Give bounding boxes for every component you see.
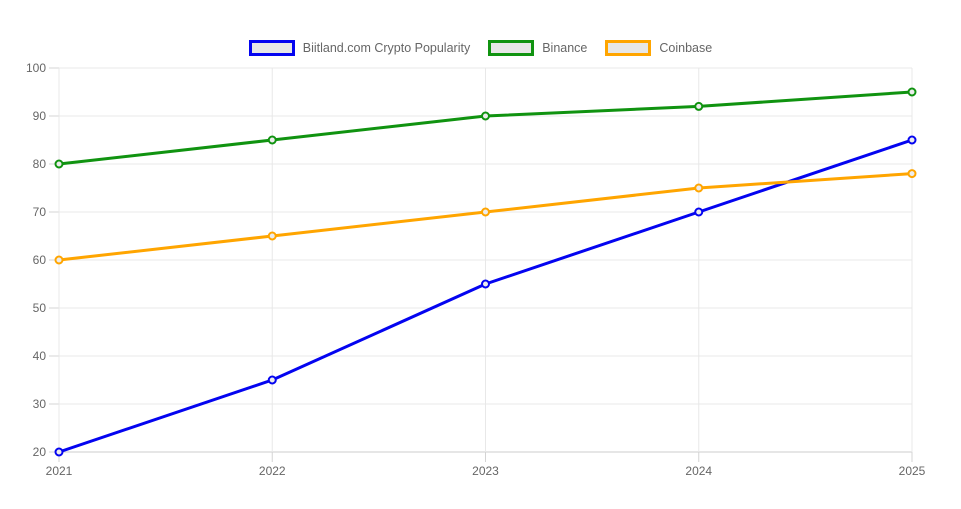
legend-swatch-binance [488, 40, 535, 56]
data-point[interactable] [267, 135, 277, 145]
data-point[interactable] [694, 183, 704, 193]
y-axis-label: 90 [33, 109, 47, 123]
legend-item-binance[interactable]: Binance [488, 40, 587, 56]
legend-label-binance: Binance [542, 41, 588, 55]
legend-label-coinbase: Coinbase [659, 41, 713, 55]
legend-item-coinbase[interactable]: Coinbase [605, 40, 712, 56]
legend-swatch-biitland [248, 40, 295, 56]
y-axis-label: 80 [33, 157, 47, 171]
y-axis-label: 60 [33, 253, 47, 267]
y-axis-label: 100 [26, 61, 46, 75]
legend-item-biitland[interactable]: Biitland.com Crypto Popularity [248, 40, 471, 56]
data-point[interactable] [694, 101, 704, 111]
y-axis-label: 70 [33, 205, 47, 219]
data-point[interactable] [267, 375, 277, 385]
y-axis-label: 20 [33, 445, 47, 459]
data-point[interactable] [267, 231, 277, 241]
data-point[interactable] [481, 207, 490, 217]
chart-legend: Biitland.com Crypto Popularity Binance C… [0, 40, 961, 56]
data-point[interactable] [481, 279, 490, 289]
data-point[interactable] [694, 207, 704, 217]
data-point[interactable] [907, 135, 917, 145]
x-axis-label: 2022 [259, 464, 286, 478]
data-point[interactable] [54, 255, 64, 265]
legend-swatch-coinbase [605, 40, 652, 56]
x-axis-label: 2024 [685, 464, 712, 478]
x-axis-label: 2025 [899, 464, 926, 478]
data-point[interactable] [54, 447, 64, 457]
y-axis-label: 30 [33, 397, 47, 411]
data-point[interactable] [481, 111, 490, 121]
legend-label-biitland: Biitland.com Crypto Popularity [302, 41, 471, 55]
data-point[interactable] [907, 169, 917, 179]
data-point[interactable] [907, 87, 917, 97]
data-point[interactable] [54, 159, 64, 169]
y-axis-label: 50 [33, 301, 47, 315]
x-axis-label: 2021 [46, 464, 73, 478]
y-axis-label: 40 [33, 349, 47, 363]
x-axis-label: 2023 [472, 464, 499, 478]
